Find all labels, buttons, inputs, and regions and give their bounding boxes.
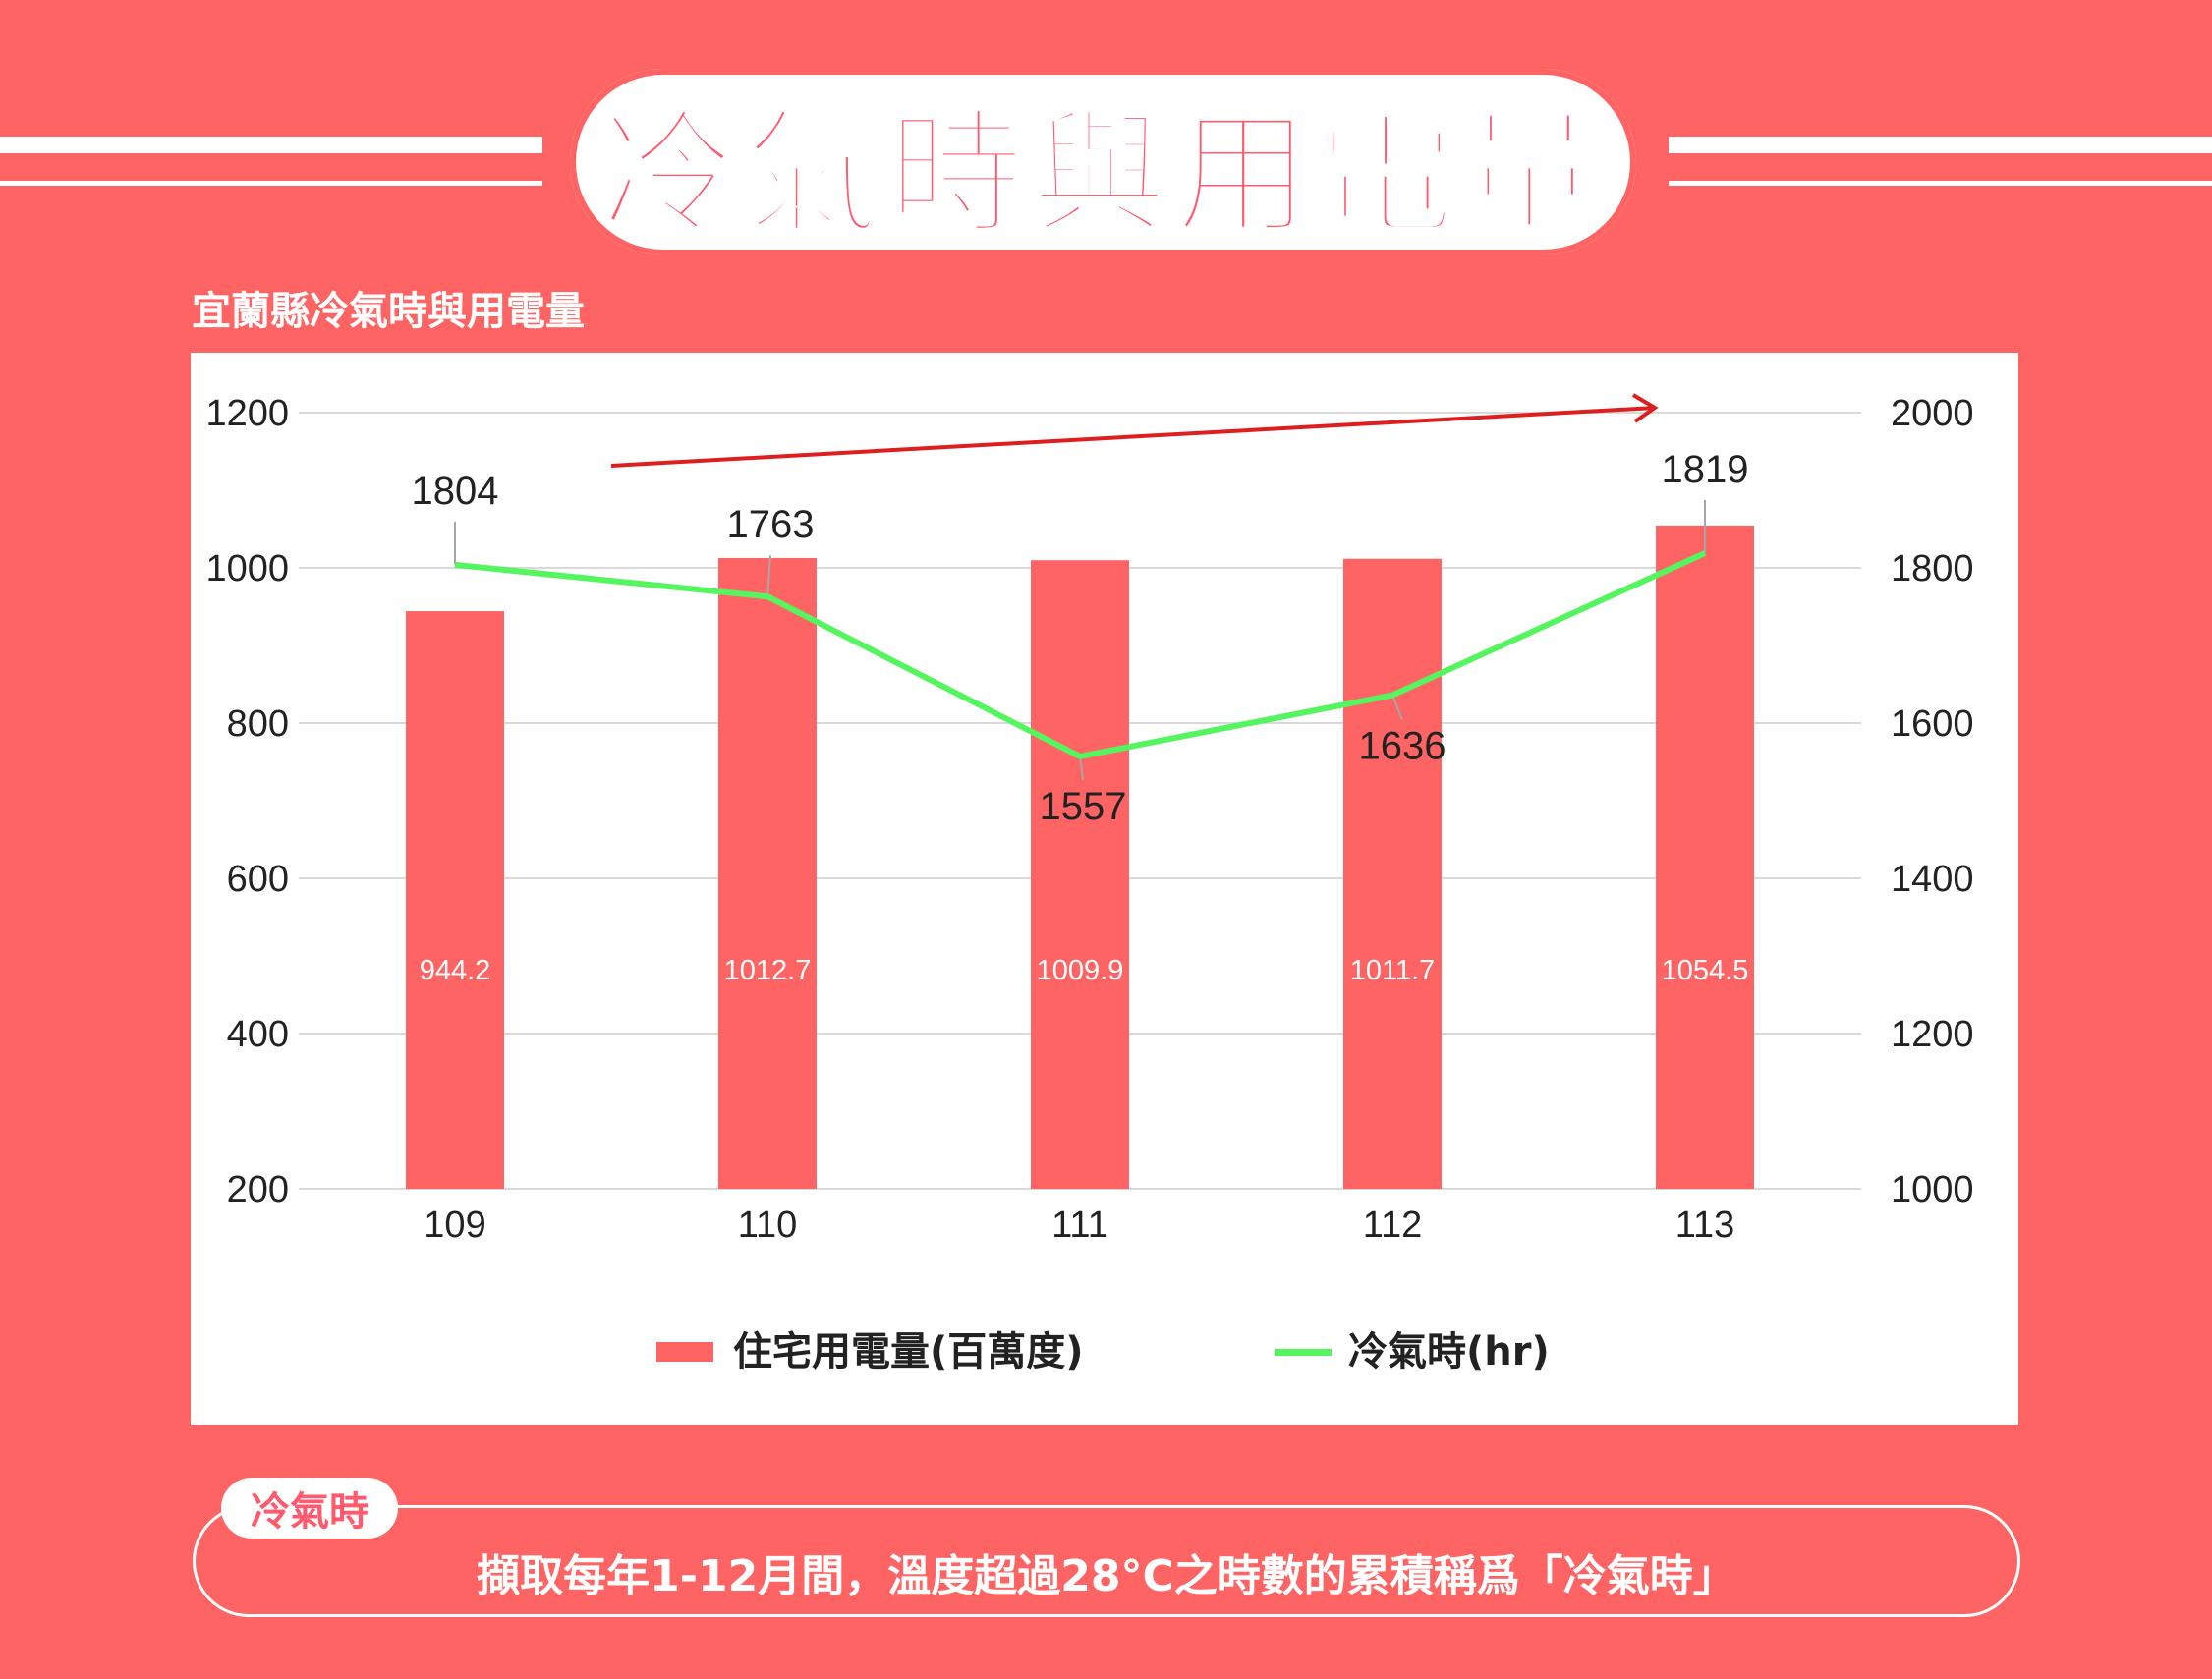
legend-line-swatch xyxy=(1275,1349,1332,1356)
label-leader-line xyxy=(1391,695,1403,720)
header-deco-line-left-thin xyxy=(0,181,542,186)
bar xyxy=(718,557,817,1189)
definition-text: 擷取每年1-12月間，溫度超過28°C之時數的累積稱爲「冷氣時」 xyxy=(477,1551,1736,1601)
definition-box xyxy=(193,1505,2020,1617)
chart-panel: 944.2 1012.7 1009.9 1011.7 1054.5 1804 1763 15… xyxy=(191,353,2018,1425)
y-left-tick-label: 1200 xyxy=(205,393,289,434)
combo-chart: 944.2 1012.7 1009.9 1011.7 1054.5 1804 1763 15… xyxy=(205,393,1974,1374)
bar-data-label: 1011.7 xyxy=(1350,955,1436,986)
y-left-tick-label: 200 xyxy=(227,1169,289,1210)
x-category-label: 113 xyxy=(1675,1204,1735,1246)
label-leader-line xyxy=(766,555,771,597)
header-deco-line-left-thick xyxy=(0,137,542,153)
header-deco-line-right-thin xyxy=(1669,181,2212,186)
y-right-tick-label: 1400 xyxy=(1891,859,1974,900)
trend-arrow-head xyxy=(1631,393,1659,423)
y-right-tick-label: 1800 xyxy=(1891,548,1974,589)
y-left-tick-label: 800 xyxy=(227,703,289,745)
chart-subtitle: 宜蘭縣冷氣時與用電量 xyxy=(192,289,585,334)
bar-data-label: 1012.7 xyxy=(724,955,812,986)
line-data-label: 1636 xyxy=(1359,725,1446,768)
bar xyxy=(1343,558,1442,1189)
y-right-tick-label: 2000 xyxy=(1891,393,1974,434)
legend-bar-label: 住宅用電量(百萬度) xyxy=(733,1329,1084,1374)
line-data-label: 1763 xyxy=(727,503,815,546)
bar-data-label: 944.2 xyxy=(420,955,491,986)
x-category-label: 111 xyxy=(1051,1204,1108,1246)
legend-line-label: 冷氣時(hr) xyxy=(1348,1329,1550,1374)
bar-data-label: 1009.9 xyxy=(1037,955,1124,986)
title-badge xyxy=(570,69,1636,255)
y-left-tick-label: 600 xyxy=(227,859,289,900)
y-right-tick-label: 1000 xyxy=(1891,1169,1974,1210)
bar xyxy=(1656,525,1754,1189)
header-deco-line-right-thick xyxy=(1669,137,2212,153)
legend-bar-swatch xyxy=(656,1342,713,1362)
y-left-tick-label: 1000 xyxy=(205,548,289,589)
page-title: 冷氣時與用電量 xyxy=(598,93,1606,255)
label-leader-line xyxy=(1079,756,1084,781)
line-data-label: 1557 xyxy=(1040,785,1127,828)
line-data-label: 1804 xyxy=(412,470,499,513)
x-category-label: 109 xyxy=(424,1204,485,1246)
bar xyxy=(406,611,504,1189)
y-right-tick-label: 1600 xyxy=(1891,703,1974,745)
line-series xyxy=(454,550,1707,759)
x-category-label: 112 xyxy=(1363,1204,1423,1246)
line-data-label: 1819 xyxy=(1662,448,1749,491)
bar-data-label: 1054.5 xyxy=(1662,955,1749,986)
definition-tag: 冷氣時 xyxy=(221,1478,398,1539)
bar xyxy=(1031,560,1129,1189)
trend-arrow xyxy=(610,406,1656,468)
y-left-tick-label: 400 xyxy=(227,1014,289,1055)
x-category-label: 110 xyxy=(738,1204,798,1246)
y-right-tick-label: 1200 xyxy=(1891,1014,1974,1055)
